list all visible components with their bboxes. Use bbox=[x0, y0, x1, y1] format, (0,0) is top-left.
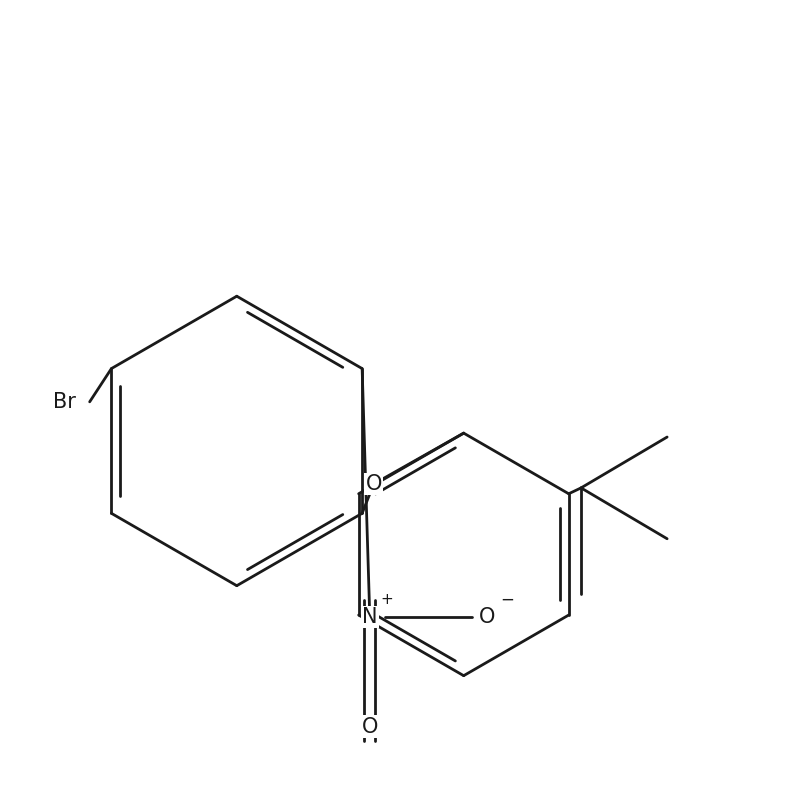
Text: O: O bbox=[365, 474, 382, 494]
Text: Br: Br bbox=[53, 392, 76, 412]
Text: −: − bbox=[500, 591, 514, 609]
Text: O: O bbox=[479, 607, 496, 627]
Text: N: N bbox=[362, 607, 377, 627]
Text: +: + bbox=[381, 593, 394, 608]
Text: O: O bbox=[361, 716, 378, 737]
